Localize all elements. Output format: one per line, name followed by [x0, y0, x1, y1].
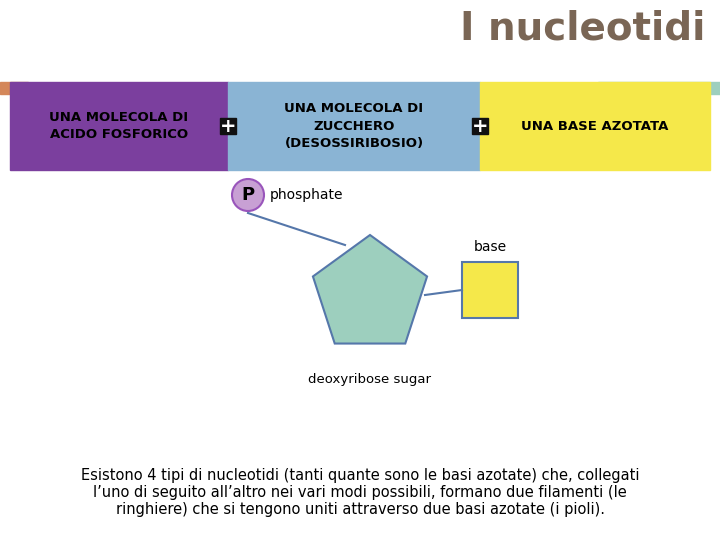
- Bar: [10, 82, 228, 170]
- Bar: [220, 118, 236, 134]
- Text: phosphate: phosphate: [270, 188, 343, 202]
- Bar: [480, 82, 710, 170]
- Polygon shape: [313, 235, 427, 343]
- Bar: [462, 262, 518, 318]
- Bar: [598, 82, 720, 94]
- Text: P: P: [241, 186, 255, 204]
- Text: I nucleotidi: I nucleotidi: [459, 10, 705, 48]
- Bar: [0, 82, 28, 94]
- Text: +: +: [472, 117, 488, 136]
- Text: ringhiere) che si tengono uniti attraverso due basi azotate (i pioli).: ringhiere) che si tengono uniti attraver…: [115, 502, 605, 517]
- Bar: [228, 82, 480, 170]
- Circle shape: [232, 179, 264, 211]
- Text: UNA MOLECOLA DI
ACIDO FOSFORICO: UNA MOLECOLA DI ACIDO FOSFORICO: [50, 111, 189, 141]
- Text: Esistono 4 tipi di nucleotidi (tanti quante sono le basi azotate) che, collegati: Esistono 4 tipi di nucleotidi (tanti qua…: [81, 468, 639, 483]
- Bar: [472, 118, 488, 134]
- Text: UNA BASE AZOTATA: UNA BASE AZOTATA: [521, 119, 669, 132]
- Text: UNA MOLECOLA DI
ZUCCHERO
(DESOSSIRIBOSIO): UNA MOLECOLA DI ZUCCHERO (DESOSSIRIBOSIO…: [284, 103, 423, 150]
- Text: deoxyribose sugar: deoxyribose sugar: [308, 373, 431, 386]
- Text: base: base: [474, 240, 507, 254]
- Text: l’uno di seguito all’altro nei vari modi possibili, formano due filamenti (le: l’uno di seguito all’altro nei vari modi…: [93, 485, 627, 500]
- Text: +: +: [220, 117, 236, 136]
